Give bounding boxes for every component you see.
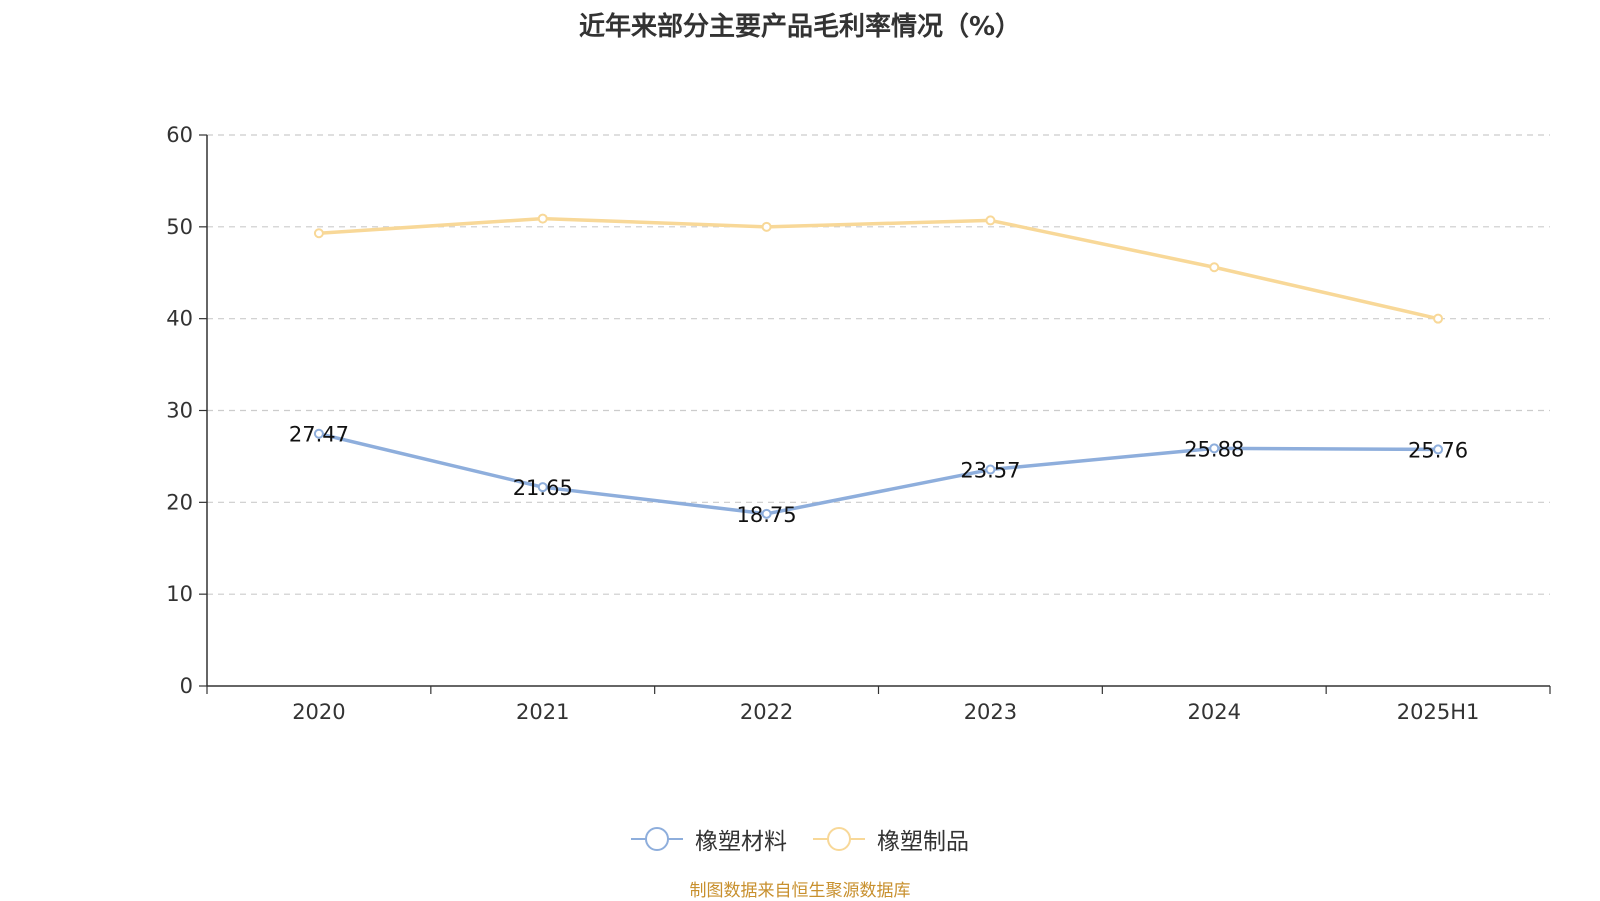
- legend-swatch-products: [813, 826, 865, 852]
- series-1-point-3: [985, 215, 996, 226]
- y-tick-label-40: 40: [166, 307, 193, 331]
- series-1-point-1: [537, 213, 548, 224]
- legend: 橡塑材料 橡塑制品: [0, 822, 1600, 856]
- series-0-point-3: [985, 464, 996, 475]
- series-0-point-0: [313, 428, 324, 439]
- x-tick-label-2025H1: 2025H1: [1397, 700, 1480, 724]
- series-0-point-2: [761, 508, 772, 519]
- legend-label-products: 橡塑制品: [877, 829, 969, 855]
- y-tick-label-10: 10: [166, 582, 193, 606]
- series-0-label-5: 25.76: [1408, 438, 1468, 462]
- series-1-point-5: [1433, 313, 1444, 324]
- series-0-point-1: [537, 482, 548, 493]
- series-1-point-4: [1209, 262, 1220, 273]
- x-tick-label-2023: 2023: [964, 700, 1017, 724]
- y-tick-label-50: 50: [166, 215, 193, 239]
- series-line-0: [318, 432, 1439, 516]
- x-tick-label-2021: 2021: [516, 700, 569, 724]
- x-tick-label-2024: 2024: [1188, 700, 1241, 724]
- legend-item-rubber-plastic-materials[interactable]: 橡塑材料: [631, 822, 787, 856]
- y-tick-label-20: 20: [166, 490, 193, 514]
- series-0-point-5: [1433, 444, 1444, 455]
- source-note: 制图数据来自恒生聚源数据库: [689, 881, 911, 901]
- series-0-label-2: 18.75: [737, 503, 797, 527]
- series-line-1: [318, 216, 1439, 321]
- series-0-label-4: 25.88: [1184, 437, 1244, 461]
- chart-title: 近年来部分主要产品毛利率情况（%）: [578, 12, 1022, 42]
- legend-swatch-materials: [631, 826, 683, 852]
- x-tick-label-2022: 2022: [740, 700, 793, 724]
- series-1-point-0: [313, 228, 324, 239]
- series-0-label-0: 27.47: [289, 423, 349, 447]
- series-0-label-1: 21.65: [513, 476, 573, 500]
- series-0-label-3: 23.57: [960, 459, 1020, 483]
- series-0-point-4: [1209, 443, 1220, 454]
- legend-item-rubber-plastic-products[interactable]: 橡塑制品: [813, 822, 969, 856]
- y-tick-label-0: 0: [180, 674, 193, 698]
- x-tick-label-2020: 2020: [292, 700, 345, 724]
- y-tick-label-60: 60: [166, 123, 193, 147]
- series-1-point-2: [761, 221, 772, 232]
- legend-label-materials: 橡塑材料: [695, 829, 787, 855]
- y-tick-label-30: 30: [166, 399, 193, 423]
